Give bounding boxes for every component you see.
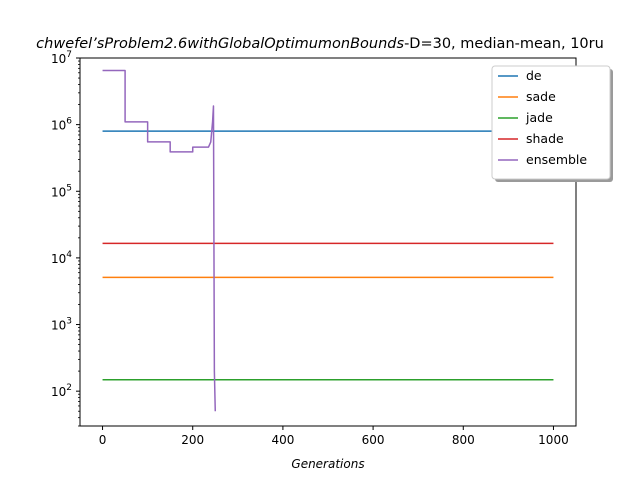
x-tick-label: 200 — [181, 433, 204, 447]
y-axis-ticks: 102 103 104 105 106 107 — [51, 50, 80, 427]
y-tick-label: 105 — [51, 183, 72, 199]
x-tick-label: 0 — [99, 433, 107, 447]
legend-label-de: de — [526, 68, 542, 83]
y-tick-label: 103 — [51, 317, 72, 333]
chart-title: chwefel’sProblem2.6withGlobalOptimumonBo… — [36, 36, 604, 52]
legend-label-jade: jade — [525, 110, 553, 125]
x-axis-ticks: 0 200 400 600 800 1000 — [99, 426, 569, 447]
y-tick-label: 107 — [51, 50, 72, 66]
legend-label-ensemble: ensemble — [526, 152, 587, 167]
chart-title-italic: chwefel’sProblem2.6withGlobalOptimumonBo… — [36, 36, 404, 52]
legend-box — [491, 65, 611, 180]
legend: de sade jade shade ensemble — [491, 65, 613, 182]
series-layer — [102, 69, 554, 412]
series-line-ensemble — [102, 69, 217, 412]
y-tick-label: 104 — [51, 250, 72, 266]
chart-title-rest: -D=30, median-mean, 10ru — [404, 36, 604, 52]
plot-frame — [79, 57, 577, 427]
x-tick-label: 1000 — [538, 433, 569, 447]
x-tick-label: 600 — [362, 433, 385, 447]
x-axis-label: Generations — [291, 457, 364, 471]
legend-label-sade: sade — [526, 89, 556, 104]
x-tick-label: 400 — [271, 433, 294, 447]
y-tick-label: 106 — [51, 117, 72, 133]
x-tick-label: 800 — [452, 433, 475, 447]
legend-label-shade: shade — [526, 131, 564, 146]
y-tick-label: 102 — [51, 383, 72, 399]
